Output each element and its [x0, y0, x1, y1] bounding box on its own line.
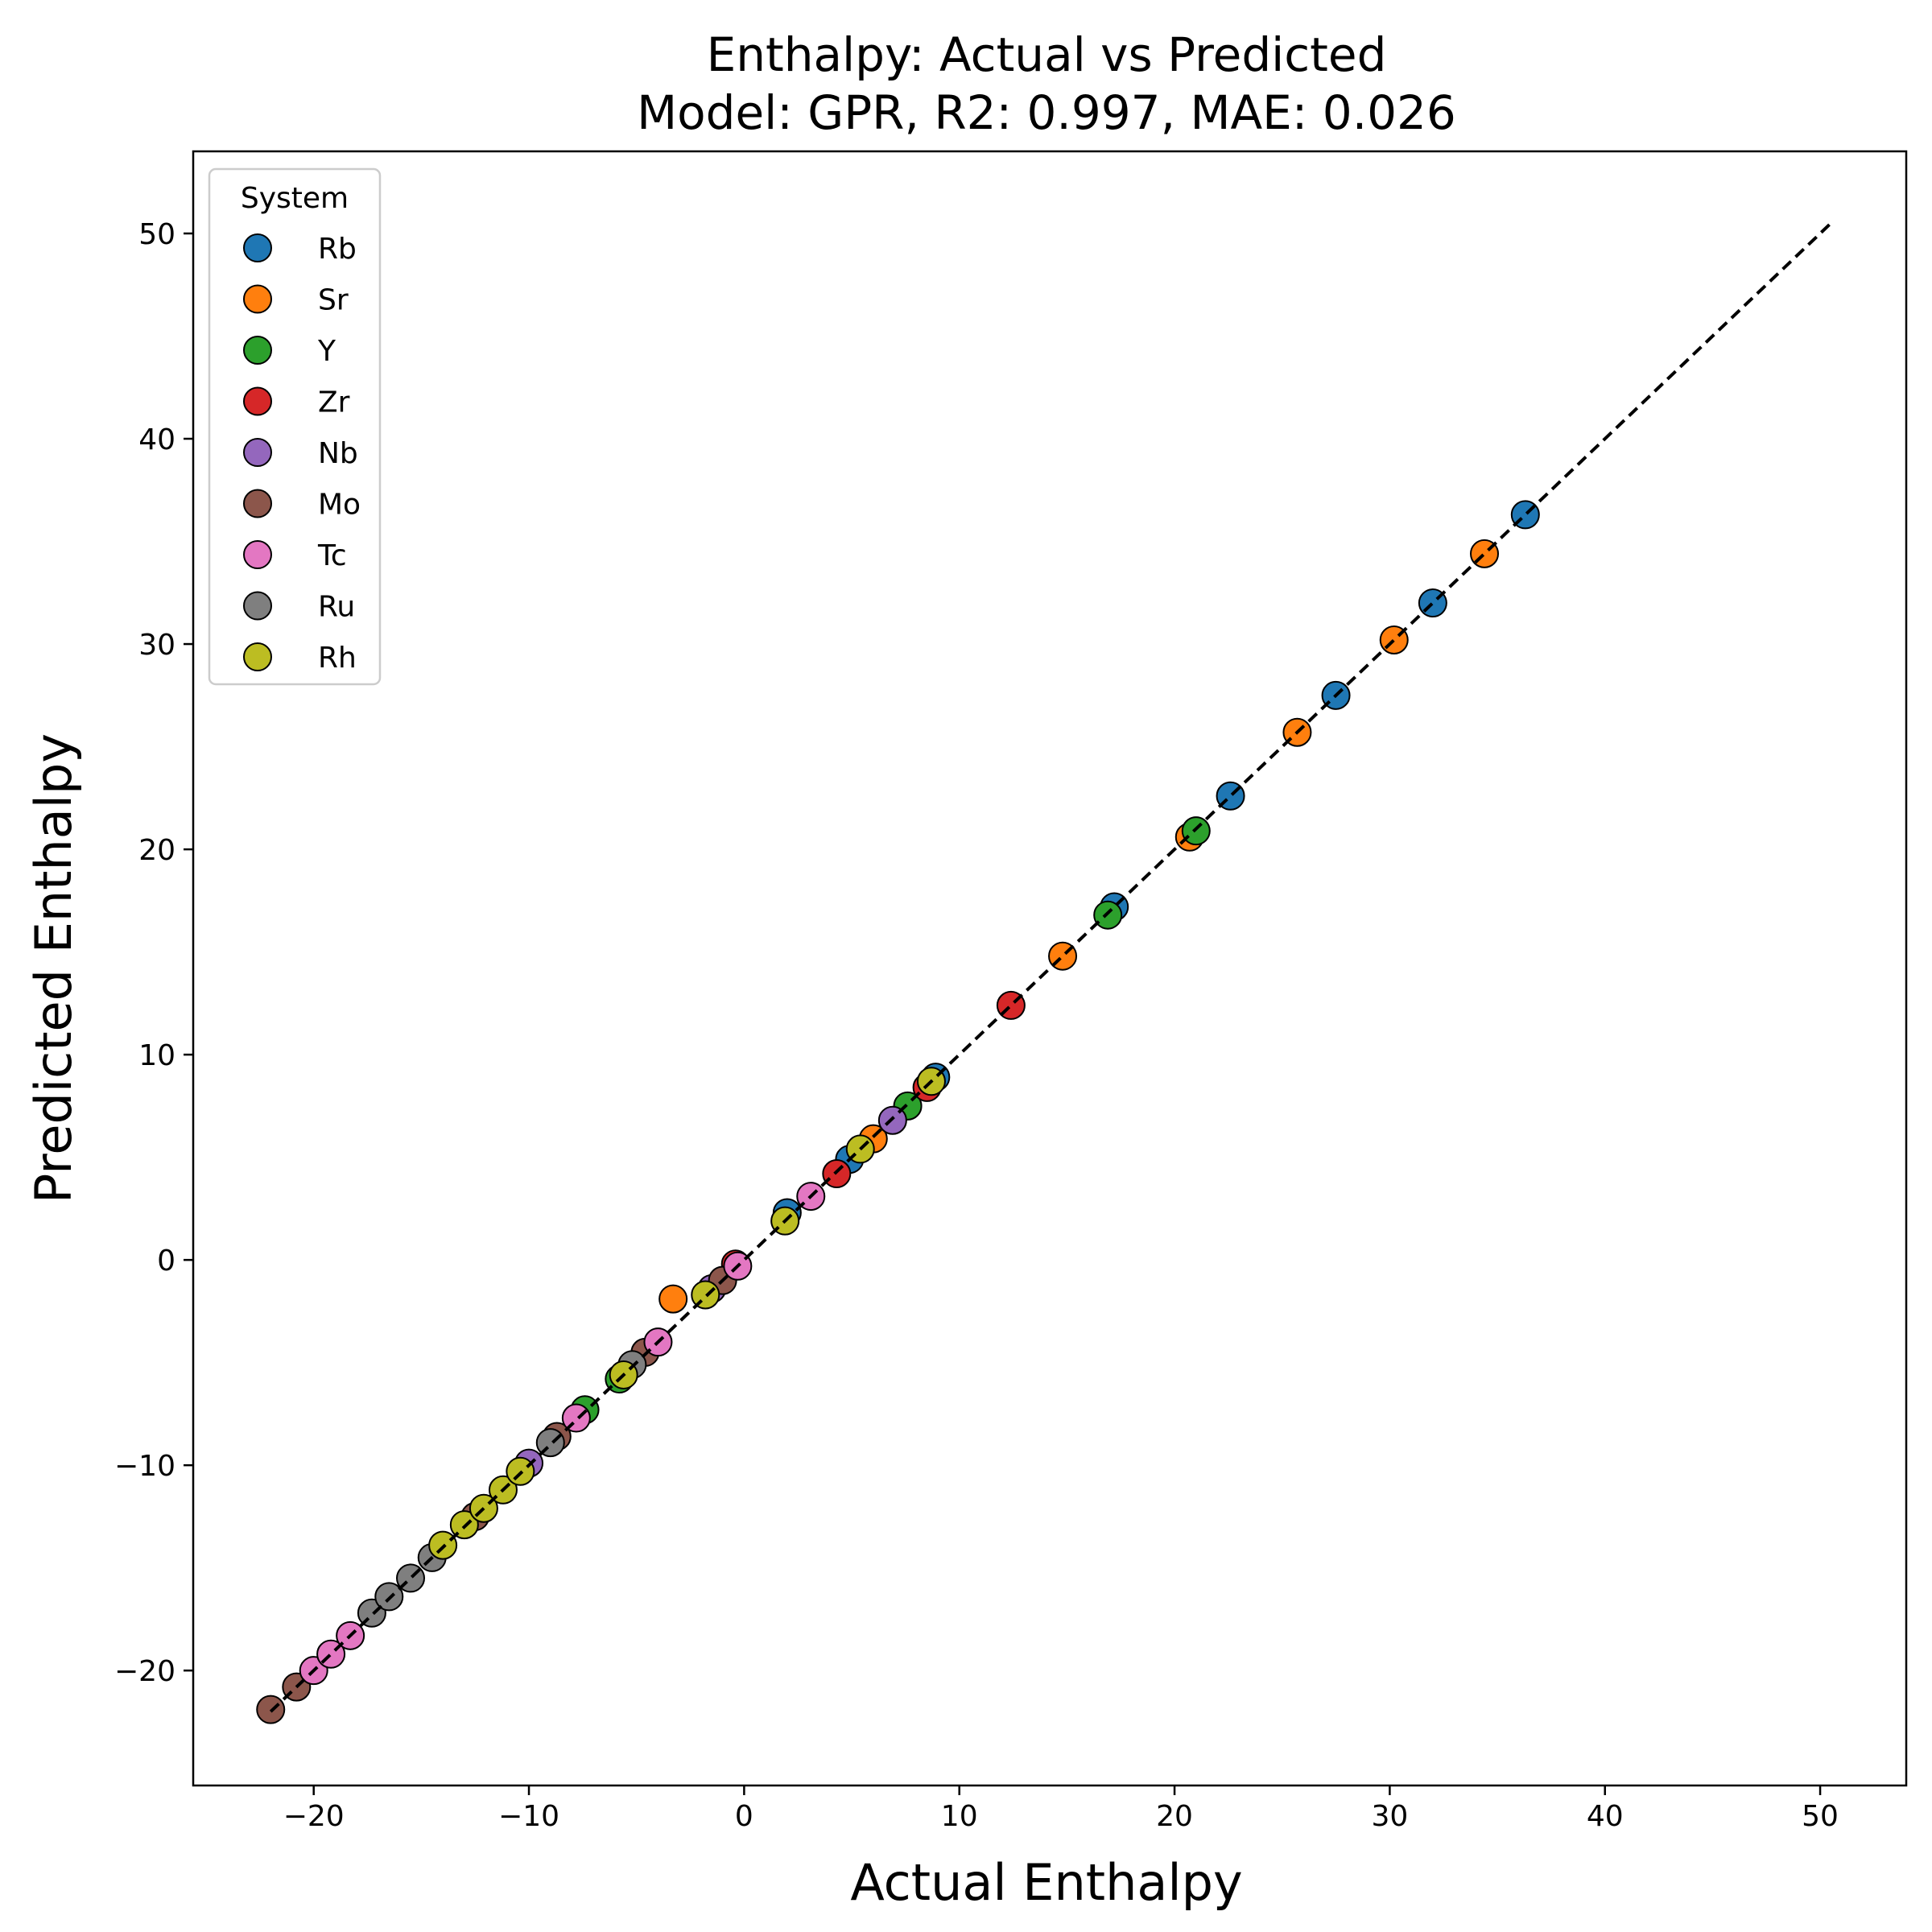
legend-marker-ru — [243, 591, 272, 621]
legend-marker-rb — [243, 233, 272, 262]
legend-label-rb: Rb — [318, 233, 357, 266]
axis-ticks: −20 −10 0 10 20 30 40 50 −20 −10 0 10 20 30 40 50 — [114, 218, 1839, 1833]
legend-label-zr: Zr — [318, 386, 350, 419]
legend-marker-y — [243, 336, 272, 365]
legend-label-ru: Ru — [318, 591, 355, 624]
y-tick-label: 30 — [138, 629, 175, 662]
y-axis-label: Predicted Enthalpy — [24, 733, 83, 1203]
legend-label-tc: Tc — [317, 539, 347, 572]
legend-label-y: Y — [317, 335, 336, 368]
x-tick-label: 10 — [941, 1800, 978, 1833]
x-tick-label: 30 — [1371, 1800, 1408, 1833]
y-tick-label: 40 — [138, 423, 175, 456]
legend-marker-tc — [243, 540, 272, 569]
chart-title: Enthalpy: Actual vs Predicted — [707, 27, 1387, 82]
x-tick-label: 50 — [1802, 1800, 1839, 1833]
chart-subtitle: Model: GPR, R2: 0.997, MAE: 0.026 — [637, 85, 1456, 140]
x-tick-label: −10 — [498, 1800, 559, 1833]
legend-items: Rb Sr Y Zr Nb Mo Tc Ru Rh — [243, 233, 361, 675]
x-tick-label: 20 — [1156, 1800, 1193, 1833]
x-tick-label: 40 — [1587, 1800, 1624, 1833]
legend-title: System — [241, 182, 349, 215]
y-tick-label: −10 — [114, 1450, 175, 1483]
y-tick-label: 10 — [138, 1039, 175, 1072]
legend-marker-mo — [243, 489, 272, 518]
x-tick-label: 0 — [735, 1800, 753, 1833]
legend-marker-zr — [243, 386, 272, 416]
y-tick-label: 0 — [157, 1245, 175, 1278]
reference-line-group — [269, 221, 1832, 1713]
y-tick-label: −20 — [114, 1655, 175, 1688]
identity-reference-line — [269, 221, 1832, 1713]
legend-marker-nb — [243, 438, 272, 467]
legend-label-nb: Nb — [318, 437, 358, 470]
legend-label-rh: Rh — [318, 642, 357, 675]
legend-marker-sr — [243, 284, 272, 314]
x-tick-label: −20 — [283, 1800, 345, 1833]
y-tick-label: 20 — [138, 834, 175, 867]
legend-label-sr: Sr — [318, 284, 349, 317]
legend-label-mo: Mo — [318, 489, 361, 522]
x-axis-label: Actual Enthalpy — [850, 1853, 1242, 1912]
legend: System Rb Sr Y Zr Nb Mo Tc Ru Rh — [208, 167, 382, 686]
legend-marker-rh — [243, 642, 272, 671]
y-tick-label: 50 — [138, 218, 175, 251]
data-point-sr — [658, 1284, 688, 1314]
plot-area-frame — [192, 150, 1908, 1787]
